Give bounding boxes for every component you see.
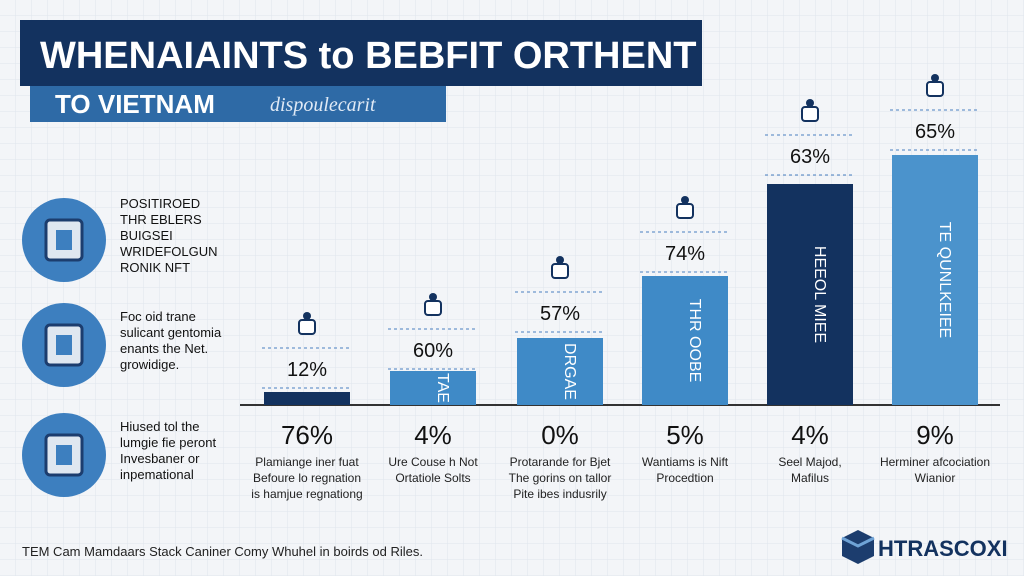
icon-body — [676, 203, 694, 219]
bar-text: TE QUNLKEIEE — [936, 222, 953, 338]
side-text: Hiused tol the — [120, 419, 200, 434]
top-label: 12% — [287, 359, 327, 381]
value-label: 4% — [414, 420, 452, 450]
caption: Plamiange iner fuat — [255, 455, 359, 469]
top-label: 65% — [915, 121, 955, 143]
side-text: RONIK NFT — [120, 260, 190, 275]
logo: HTRASCOXI — [841, 530, 1008, 564]
icon-head — [806, 99, 814, 107]
tagline: dispoulecarit — [270, 94, 376, 116]
caption: Procedtion — [656, 471, 713, 485]
bar-text: HEEOL MIEE — [811, 246, 828, 343]
side-icon-inner — [56, 230, 72, 250]
icon-body — [926, 81, 944, 97]
icon-body — [424, 300, 442, 316]
caption: Pite ibes indusrily — [513, 487, 606, 501]
caption: Ure Couse h Not — [388, 455, 478, 469]
icon-head — [681, 196, 689, 204]
side-text: sulicant gentomia — [120, 325, 222, 340]
side-text: Foc oid trane — [120, 309, 196, 324]
icon-head — [429, 293, 437, 301]
bar — [892, 155, 978, 405]
caption: Herminer afcociation — [880, 455, 990, 469]
value-label: 9% — [916, 420, 954, 450]
logo-text: HTRASCOXI — [878, 536, 1008, 561]
caption: Seel Majod, — [778, 455, 841, 469]
logo-icon-stroke — [841, 536, 875, 548]
value-label: 5% — [666, 420, 704, 450]
caption: Wantiams is Nift — [642, 455, 729, 469]
side-text: lumgie fie peront — [120, 435, 216, 450]
top-label: 63% — [790, 146, 830, 168]
icon-body — [801, 106, 819, 122]
bar — [264, 392, 350, 405]
caption: Wianior — [915, 471, 956, 485]
side-icon-inner — [56, 445, 72, 465]
top-label: 74% — [665, 243, 705, 265]
title: WHENAIAINTS to BEBFIT ORTHENT — [40, 35, 697, 77]
bar-text: DRGAE — [561, 343, 578, 400]
bar — [517, 338, 603, 405]
side-text: inpemational — [120, 467, 194, 482]
icon-head — [931, 74, 939, 82]
side-text: Invesbaner or — [120, 451, 200, 466]
caption: The gorins on tallor — [509, 471, 612, 485]
bar — [390, 371, 476, 405]
bar-text: THR OOBE — [686, 299, 703, 383]
value-label: 4% — [791, 420, 829, 450]
caption: Befoure lo regnation — [253, 471, 361, 485]
caption: Ortatiole Solts — [395, 471, 470, 485]
bar — [767, 184, 853, 405]
top-label: 60% — [413, 340, 453, 362]
bar — [642, 276, 728, 405]
subtitle: TO VIETNAM — [55, 89, 215, 119]
caption: Protarande for Bjet — [510, 455, 611, 469]
icon-head — [556, 256, 564, 264]
side-text: THR EBLERS — [120, 212, 202, 227]
title-box — [20, 20, 702, 86]
top-label: 57% — [540, 303, 580, 325]
icon-body — [298, 319, 316, 335]
value-label: 76% — [281, 420, 333, 450]
value-label: 0% — [541, 420, 579, 450]
bar-text: TAE — [434, 373, 451, 403]
side-icon-inner — [56, 335, 72, 355]
icon-body — [551, 263, 569, 279]
side-text: enants the Net. — [120, 341, 208, 356]
subtitle-box — [30, 86, 446, 122]
side-text: growidige. — [120, 357, 179, 372]
side-text: WRIDEFOLGUN — [120, 244, 218, 259]
footer-note: TEM Cam Mamdaars Stack Caniner Comy Whuh… — [22, 544, 423, 559]
side-text: BUIGSEI — [120, 228, 173, 243]
side-text: POSITIROED — [120, 196, 200, 211]
icon-head — [303, 312, 311, 320]
caption: Mafilus — [791, 471, 829, 485]
caption: is hamjue regnationg — [251, 487, 362, 501]
